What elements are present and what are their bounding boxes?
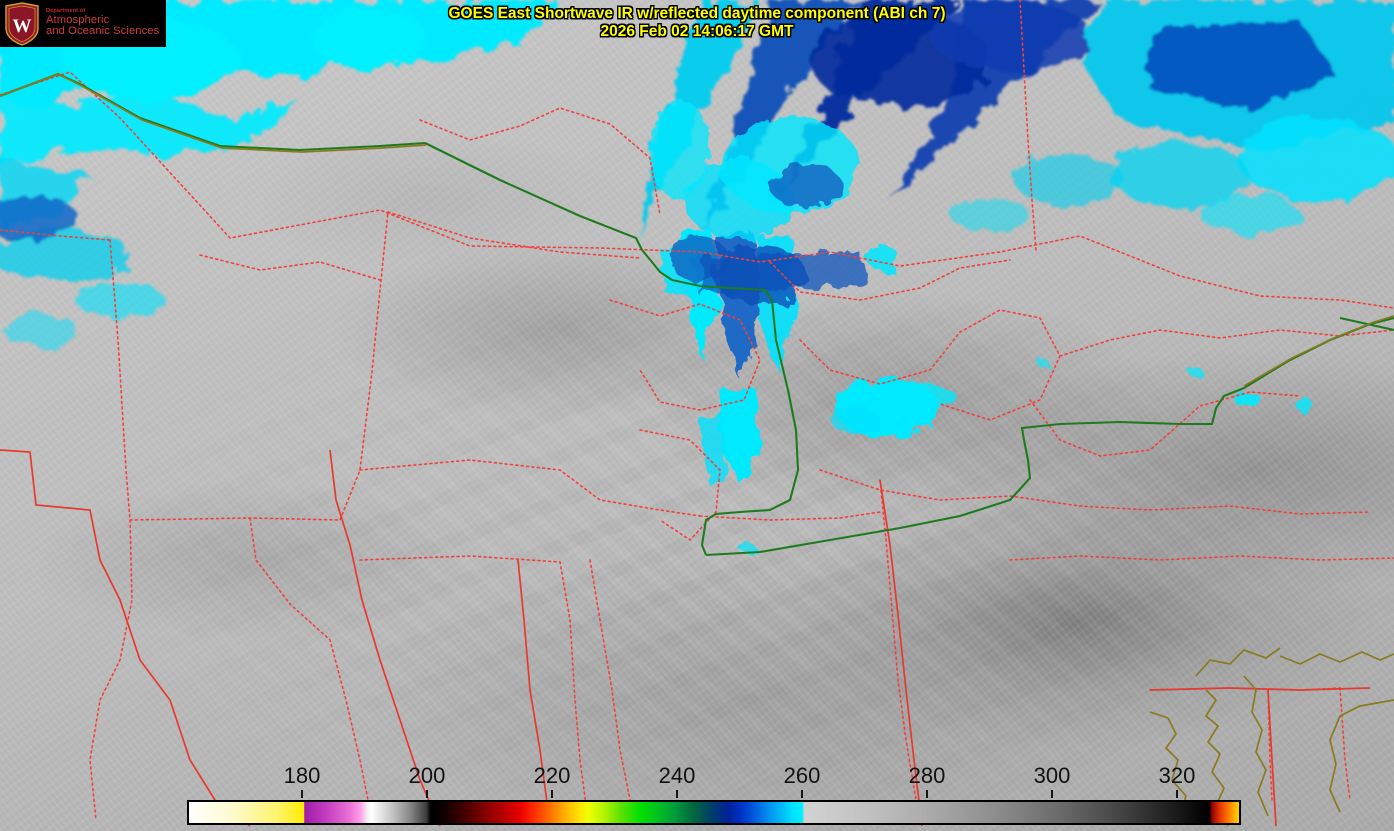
colorbar-tick-320 [1176,790,1178,798]
international-and-lake-borders [0,72,1394,557]
colorbar-label-260: 260 [783,763,821,788]
colorbar-legend: 180 200 220 240 260 280 300 320 [187,764,1241,826]
state-borders [0,449,1371,827]
colorbar-tick-220 [551,790,553,798]
colorbar-tick-240 [676,790,678,798]
svg-text:W: W [13,16,32,37]
colorbar-label-200: 200 [408,763,446,788]
colorbar-tick-180 [301,790,303,798]
colorbar-gradient [187,800,1241,825]
colorbar-tick-marks [187,790,1241,798]
colorbar-label-180: 180 [283,763,321,788]
logo-line-1: Atmospheric [46,13,110,26]
colorbar-tick-260 [801,790,803,798]
scattered-cloud-cells [739,359,1314,554]
lake-effect-snow-bands [650,100,899,488]
colorbar-tick-labels: 180 200 220 240 260 280 300 320 [187,764,1241,790]
colorbar-label-300: 300 [1033,763,1071,788]
logo-line-2: and Oceanic Sciences [46,25,160,38]
uw-crest-icon: W [5,1,39,46]
colorbar-label-280: 280 [908,763,946,788]
colorbar-tick-280 [926,790,928,798]
northwest-cloud-shield [0,0,560,346]
colorbar-tick-300 [1051,790,1053,798]
colorbar-tick-200 [426,790,428,798]
colorbar-label-240: 240 [658,763,696,788]
coastlines [0,73,1394,827]
colorbar-label-320: 320 [1158,763,1196,788]
uw-aos-logo: W Department of Atmospheric and Oceanic … [0,0,166,47]
logo-department-label: Department of [46,8,86,15]
colorbar-label-220: 220 [533,763,571,788]
